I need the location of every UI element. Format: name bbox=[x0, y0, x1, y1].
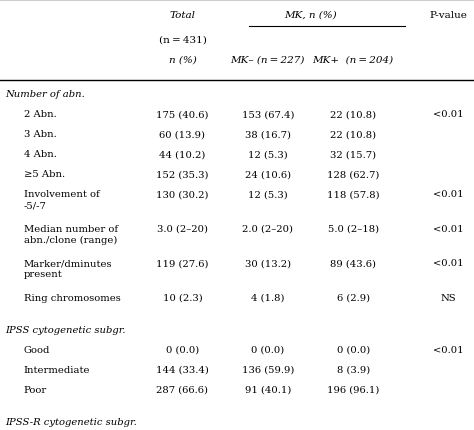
Text: <0.01: <0.01 bbox=[433, 258, 463, 267]
Text: 24 (10.6): 24 (10.6) bbox=[245, 170, 291, 179]
Text: MK– (n = 227): MK– (n = 227) bbox=[231, 56, 305, 65]
Text: Marker/dminutes
present: Marker/dminutes present bbox=[24, 258, 112, 279]
Text: 91 (40.1): 91 (40.1) bbox=[245, 385, 291, 394]
Text: 175 (40.6): 175 (40.6) bbox=[156, 110, 209, 119]
Text: <0.01: <0.01 bbox=[433, 190, 463, 199]
Text: 153 (67.4): 153 (67.4) bbox=[242, 110, 294, 119]
Text: 0 (0.0): 0 (0.0) bbox=[166, 345, 199, 354]
Text: 118 (57.8): 118 (57.8) bbox=[327, 190, 380, 199]
Text: Ring chromosomes: Ring chromosomes bbox=[24, 293, 120, 302]
Text: IPSS cytogenetic subgr.: IPSS cytogenetic subgr. bbox=[5, 325, 125, 334]
Text: NS: NS bbox=[440, 293, 456, 302]
Text: Poor: Poor bbox=[24, 385, 47, 394]
Text: 44 (10.2): 44 (10.2) bbox=[159, 150, 206, 159]
Text: 22 (10.8): 22 (10.8) bbox=[330, 110, 376, 119]
Text: Intermediate: Intermediate bbox=[24, 365, 90, 374]
Text: 6 (2.9): 6 (2.9) bbox=[337, 293, 370, 302]
Text: Total: Total bbox=[170, 11, 195, 20]
Text: 0 (0.0): 0 (0.0) bbox=[251, 345, 284, 354]
Text: <0.01: <0.01 bbox=[433, 224, 463, 233]
Text: P-value: P-value bbox=[429, 11, 467, 20]
Text: Number of abn.: Number of abn. bbox=[5, 90, 84, 99]
Text: 5.0 (2–18): 5.0 (2–18) bbox=[328, 224, 379, 233]
Text: 119 (27.6): 119 (27.6) bbox=[156, 258, 209, 267]
Text: 32 (15.7): 32 (15.7) bbox=[330, 150, 376, 159]
Text: 128 (62.7): 128 (62.7) bbox=[327, 170, 379, 179]
Text: MK+  (n = 204): MK+ (n = 204) bbox=[312, 56, 394, 65]
Text: 22 (10.8): 22 (10.8) bbox=[330, 130, 376, 139]
Text: 152 (35.3): 152 (35.3) bbox=[156, 170, 209, 179]
Text: <0.01: <0.01 bbox=[433, 110, 463, 119]
Text: MK, n (%): MK, n (%) bbox=[284, 11, 337, 20]
Text: 144 (33.4): 144 (33.4) bbox=[156, 365, 209, 374]
Text: 3 Abn.: 3 Abn. bbox=[24, 130, 56, 139]
Text: 38 (16.7): 38 (16.7) bbox=[245, 130, 291, 139]
Text: <0.01: <0.01 bbox=[433, 345, 463, 354]
Text: (n = 431): (n = 431) bbox=[158, 36, 207, 45]
Text: 0 (0.0): 0 (0.0) bbox=[337, 345, 370, 354]
Text: 196 (96.1): 196 (96.1) bbox=[327, 385, 379, 394]
Text: 89 (43.6): 89 (43.6) bbox=[330, 258, 376, 267]
Text: 12 (5.3): 12 (5.3) bbox=[248, 150, 288, 159]
Text: 2.0 (2–20): 2.0 (2–20) bbox=[242, 224, 293, 233]
Text: 287 (66.6): 287 (66.6) bbox=[156, 385, 209, 394]
Text: 10 (2.3): 10 (2.3) bbox=[163, 293, 202, 302]
Text: Involvement of
-5/-7: Involvement of -5/-7 bbox=[24, 190, 100, 210]
Text: 4 Abn.: 4 Abn. bbox=[24, 150, 56, 159]
Text: 3.0 (2–20): 3.0 (2–20) bbox=[157, 224, 208, 233]
Text: Median number of
abn./clone (range): Median number of abn./clone (range) bbox=[24, 224, 118, 245]
Text: 2 Abn.: 2 Abn. bbox=[24, 110, 56, 119]
Text: 30 (13.2): 30 (13.2) bbox=[245, 258, 291, 267]
Text: Good: Good bbox=[24, 345, 50, 354]
Text: 136 (59.9): 136 (59.9) bbox=[242, 365, 294, 374]
Text: 130 (30.2): 130 (30.2) bbox=[156, 190, 209, 199]
Text: ≥5 Abn.: ≥5 Abn. bbox=[24, 170, 65, 179]
Text: 60 (13.9): 60 (13.9) bbox=[159, 130, 206, 139]
Text: 12 (5.3): 12 (5.3) bbox=[248, 190, 288, 199]
Text: n (%): n (%) bbox=[169, 56, 196, 65]
Text: 8 (3.9): 8 (3.9) bbox=[337, 365, 370, 374]
Text: 4 (1.8): 4 (1.8) bbox=[251, 293, 284, 302]
Text: IPSS-R cytogenetic subgr.: IPSS-R cytogenetic subgr. bbox=[5, 417, 137, 426]
